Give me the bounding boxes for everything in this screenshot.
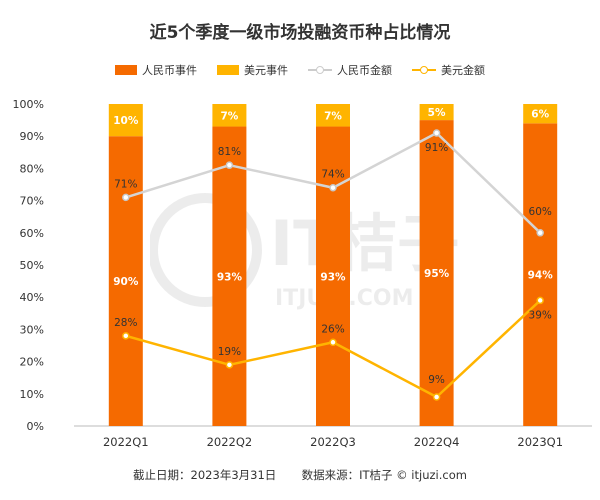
bar-rmb-events [419,120,454,426]
bar-label-usd-events: 6% [531,109,549,121]
legend-item-rmb-amount[interactable]: 人民币金额 [308,62,392,78]
bar-usd-events [316,104,350,127]
bar-label-usd-events: 5% [428,107,446,119]
line-label-rmb-amount: 60% [529,206,552,218]
x-tick-label: 2022Q1 [103,435,149,449]
legend-swatch-rmb-events [115,65,137,75]
chart-title: 近5个季度一级市场投融资币种占比情况 [149,23,451,43]
y-tick-label: 60% [20,227,44,240]
point-rmb-amount [432,129,441,137]
bar-rmb-events [108,136,143,426]
line-label-usd-amount: 19% [218,346,241,358]
bar-label-rmb-events: 95% [424,268,450,280]
x-tick-label: 2022Q2 [207,435,253,449]
legend-item-usd-amount[interactable]: 美元金额 [412,62,485,78]
x-tick-label: 2023Q1 [517,435,563,449]
legend: 人民币事件 美元事件 人民币金额 美元金额 [0,62,600,78]
legend-item-rmb-events[interactable]: 人民币事件 [115,62,197,78]
bar-usd-events [419,104,454,121]
bar-usd-events [212,104,247,127]
bar-label-usd-events: 7% [220,110,238,122]
y-tick-label: 0% [27,420,44,433]
y-tick-label: 50% [20,259,44,272]
legend-label: 美元事件 [244,64,288,77]
x-tick-label: 2022Q3 [310,435,356,449]
point-usd-amount [122,332,130,340]
x-tick-label: 2022Q4 [414,435,460,449]
y-tick-label: 80% [20,162,44,175]
point-rmb-amount [225,161,234,169]
footer-source: 数据来源：IT桔子 © itjuzi.com [301,468,467,482]
line-label-rmb-amount: 71% [114,178,137,190]
y-tick-label: 90% [20,130,44,143]
bar-label-rmb-events: 94% [528,270,554,282]
point-usd-amount [432,393,441,401]
bar-usd-events [108,104,143,137]
point-usd-amount [536,296,544,305]
point-rmb-amount [122,193,130,202]
legend-swatch-usd-amount [412,65,436,75]
y-tick-label: 30% [20,323,44,336]
line-label-usd-amount: 28% [114,317,137,329]
line-label-rmb-amount: 81% [218,146,241,158]
legend-label: 人民币金额 [337,64,392,77]
bar-label-rmb-events: 93% [320,271,346,283]
bar-rmb-events [212,126,247,426]
point-rmb-amount [536,229,544,237]
y-tick-label: 20% [20,356,44,369]
legend-swatch-rmb-amount [308,65,332,75]
bar-label-usd-events: 7% [324,110,342,122]
line-label-rmb-amount: 74% [321,169,344,181]
point-rmb-amount [329,183,337,192]
bar-rmb-events [523,123,558,426]
legend-label: 人民币事件 [142,64,197,77]
point-usd-amount [329,338,337,347]
footer-cutoff-date: 截止日期：2023年3月31日 [133,468,277,482]
y-tick-label: 10% [20,388,44,401]
line-label-usd-amount: 9% [428,374,445,386]
bar-usd-events [523,104,558,124]
footer: 截止日期：2023年3月31日 数据来源：IT桔子 © itjuzi.com [0,467,600,483]
line-label-usd-amount: 39% [529,309,552,321]
point-usd-amount [225,361,234,369]
y-tick-label: 40% [20,291,44,304]
bar-label-usd-events: 10% [113,115,139,127]
legend-swatch-usd-events [217,65,239,75]
bar-label-rmb-events: 93% [217,271,243,283]
line-label-usd-amount: 26% [321,323,344,335]
bar-label-rmb-events: 90% [113,276,139,288]
bar-rmb-events [316,126,350,426]
legend-label: 美元金额 [441,64,485,77]
y-tick-label: 70% [20,195,44,208]
line-label-rmb-amount: 91% [425,142,448,154]
y-tick-label: 100% [13,98,44,111]
legend-item-usd-events[interactable]: 美元事件 [217,62,288,78]
